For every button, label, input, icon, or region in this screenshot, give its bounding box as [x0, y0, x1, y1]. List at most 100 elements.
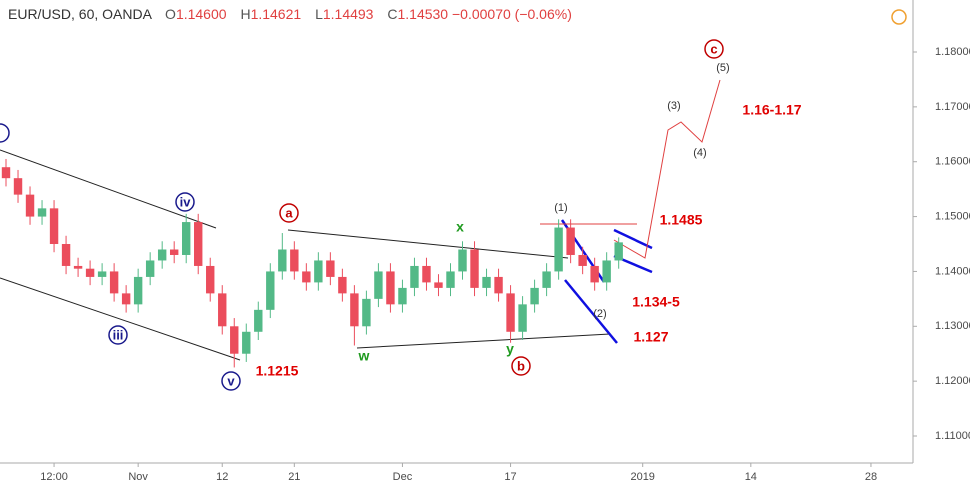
wedge-line — [564, 279, 618, 344]
wave-label: iii — [113, 327, 124, 342]
candle-body — [518, 304, 527, 332]
level-label: 1.1485 — [660, 212, 703, 228]
wave-label: a — [285, 205, 293, 220]
candle-body — [121, 293, 131, 305]
x-tick-label: 17 — [504, 471, 516, 483]
candle-body — [446, 271, 455, 288]
candle-body — [614, 242, 623, 261]
candle-body — [494, 276, 503, 294]
candle-body — [157, 249, 167, 261]
candle-body — [206, 265, 215, 294]
wave-label: w — [358, 348, 370, 364]
candle-body — [145, 260, 155, 277]
y-tick-label: 1.14000 — [935, 265, 970, 277]
level-label: 1.1215 — [256, 363, 299, 379]
x-tick-label: 2019 — [630, 471, 654, 483]
wave-circle — [511, 356, 531, 376]
wave-label: b — [517, 358, 525, 373]
ohlc-key: H — [240, 6, 251, 22]
candle-body — [458, 249, 467, 272]
candle-body — [49, 208, 59, 245]
candle-body — [362, 298, 371, 327]
candle-body — [350, 293, 359, 327]
wave-circle — [704, 39, 724, 59]
wave-label: iv — [180, 194, 192, 209]
candle-body — [37, 208, 47, 217]
annotations: iv iii v a b c x w y (1) (2) (3) (4) (5)… — [113, 41, 802, 388]
candle-body — [13, 178, 23, 195]
ohlc-value: 1.14600 — [175, 6, 227, 22]
x-tick-label: 14 — [745, 471, 757, 483]
y-tick-label: 1.11000 — [935, 430, 970, 442]
candle-body — [554, 227, 563, 272]
candle-body — [133, 276, 143, 305]
wave-circle — [279, 203, 299, 223]
candle-body — [338, 276, 347, 294]
candle-body — [278, 249, 287, 272]
candle-body — [25, 194, 35, 217]
x-tick-label: Dec — [393, 471, 413, 483]
candle-body — [506, 293, 515, 332]
x-tick-label: 21 — [288, 471, 300, 483]
candle-body — [194, 222, 203, 266]
candle-body — [61, 244, 71, 266]
wedge-line — [613, 228, 653, 250]
candle-body — [434, 282, 443, 288]
wave-circle — [175, 192, 195, 212]
candle-body — [374, 271, 383, 299]
candle-body — [290, 249, 299, 272]
x-tick-label: 12 — [216, 471, 228, 483]
candle-body — [398, 287, 407, 305]
candle-body — [73, 265, 83, 269]
y-tick-label: 1.15000 — [935, 210, 970, 222]
ohlc-value: 1.14621 — [250, 6, 302, 22]
drawings — [0, 9, 907, 391]
candle-body — [302, 271, 311, 283]
symbol[interactable]: EUR/USD, 60, OANDA — [8, 6, 152, 22]
candle-body — [1, 167, 11, 179]
y-tick-label: 1.12000 — [935, 375, 970, 387]
ohlc-key: L — [315, 6, 323, 22]
candle-body — [422, 265, 431, 283]
candle-body — [230, 326, 239, 354]
ohlc-value: 1.14530 — [397, 6, 449, 22]
level-label: 1.134-5 — [632, 294, 680, 310]
x-tick-label: 28 — [865, 471, 877, 483]
candle-body — [578, 254, 587, 266]
wave-label: (1) — [554, 202, 567, 214]
trend-line — [356, 333, 611, 349]
x-tick-label: Nov — [128, 471, 148, 483]
trend-line — [0, 277, 241, 361]
ohlc-key: O — [165, 6, 176, 22]
y-tick-label: 1.18000 — [935, 46, 970, 58]
wave-label: (4) — [693, 147, 706, 159]
wave-label: y — [506, 341, 514, 357]
wave-label: (3) — [667, 100, 680, 112]
wave-label: c — [710, 41, 717, 56]
change: −0.00070 (−0.06%) — [451, 6, 572, 22]
wave-circle — [108, 325, 128, 345]
wave-label: (2) — [593, 308, 606, 320]
candle-body — [410, 265, 419, 288]
level-label: 1.16-1.17 — [742, 102, 801, 118]
level-label: 1.127 — [633, 329, 668, 345]
candle-body — [242, 331, 251, 354]
candle-body — [542, 271, 551, 288]
y-tick-label: 1.17000 — [935, 101, 970, 113]
header: EUR/USD, 60, OANDA O1.14600 H1.14621 L1.… — [8, 6, 572, 22]
ohlc-value: 1.14493 — [322, 6, 374, 22]
x-tick-label: 12:00 — [40, 471, 68, 483]
candle-body — [326, 260, 335, 277]
candle-body — [266, 271, 275, 310]
wave-label: x — [456, 219, 464, 235]
alert-icon[interactable] — [891, 9, 907, 25]
candle-body — [85, 268, 95, 277]
candle-body — [181, 222, 191, 255]
candle-body — [602, 260, 611, 283]
candle-body — [530, 287, 539, 305]
wave-label: v — [227, 373, 235, 388]
candle-body — [169, 249, 179, 255]
candle-body — [386, 271, 395, 305]
